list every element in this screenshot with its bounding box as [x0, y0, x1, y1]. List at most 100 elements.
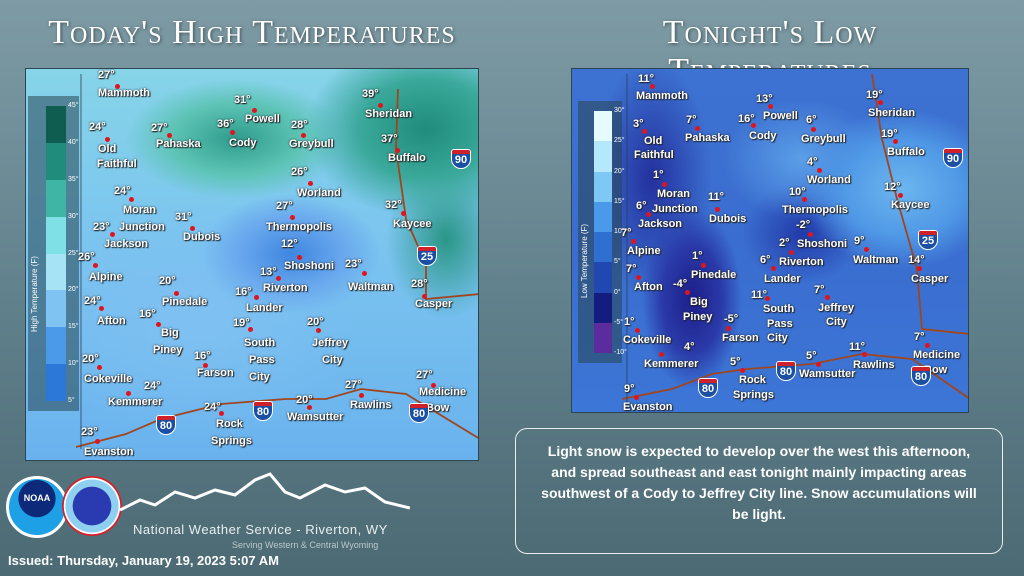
city-temperature: 27°: [276, 200, 293, 212]
city-temperature: 11°: [849, 341, 866, 353]
city-dot: [808, 232, 813, 237]
city-temperature: 31°: [175, 211, 192, 223]
city-name: City: [322, 354, 343, 366]
city-name: South: [244, 337, 276, 349]
city-dot: [395, 148, 400, 153]
legend-color-band: [594, 262, 612, 293]
city-dot: [230, 130, 235, 135]
city-temperature: 27°: [151, 122, 168, 134]
city-dot: [248, 327, 253, 332]
city-name: Pinedale: [691, 269, 737, 281]
city-dot: [642, 129, 647, 134]
city-temperature: 4°: [807, 156, 818, 168]
interstate-shield-icon: 80: [409, 403, 429, 423]
city-temperature: 13°: [260, 266, 277, 278]
city-temperature: 11°: [638, 73, 655, 85]
city-name: Jeffrey: [312, 337, 349, 349]
city-name: Piney: [153, 344, 183, 356]
city-name: Alpine: [89, 271, 123, 283]
city-temperature: 5°: [730, 356, 741, 368]
interstate-shield-icon: 80: [698, 378, 718, 398]
city-dot: [864, 247, 869, 252]
city-dot: [307, 405, 312, 410]
city-temperature: 7°: [621, 227, 632, 239]
city-name: Rawlins: [350, 399, 392, 411]
city-name: Sheridan: [868, 107, 916, 119]
city-name: Mammoth: [636, 90, 688, 102]
city-dot: [917, 266, 922, 271]
city-dot: [308, 181, 313, 186]
legend-tick-label: 25°: [68, 249, 79, 257]
legend-color-band: [594, 201, 612, 232]
temperature-legend: 30° 25° 20° 15° 10° 5° 0° -5° -10° Low Temperatur…: [578, 101, 627, 363]
city-name: Dubois: [709, 213, 747, 225]
city-temperature: 27°: [345, 379, 362, 391]
interstate-shield-icon: 80: [911, 366, 931, 386]
city-dot: [898, 193, 903, 198]
city-name: Jackson: [638, 218, 683, 230]
city-name: Shoshoni: [797, 238, 848, 250]
city-temperature: 13°: [756, 93, 773, 105]
legend-tick-label: 15°: [68, 323, 79, 331]
city-temperature: 19°: [233, 317, 250, 329]
city-temperature: 37°: [381, 133, 398, 145]
city-name: Pass: [767, 318, 793, 330]
city-name: Big: [690, 296, 708, 308]
city-dot: [203, 363, 208, 368]
city-name: Rawlins: [853, 359, 895, 371]
city-temperature: 16°: [139, 308, 156, 320]
legend-tick-label: 25°: [614, 137, 625, 145]
city-name: Junction: [119, 221, 165, 233]
city-temperature: 23°: [81, 426, 98, 438]
city-name: Worland: [297, 187, 341, 199]
issued-time: Issued: Thursday, January 19, 2023 5:07 …: [8, 553, 279, 568]
city-temperature: 12°: [281, 238, 298, 250]
city-dot: [635, 328, 640, 333]
city-temperature: 24°: [89, 121, 106, 133]
city-name: Riverton: [263, 282, 308, 294]
city-name: City: [249, 371, 270, 383]
legend-tick-label: 15°: [614, 197, 625, 205]
city-name: Springs: [211, 435, 252, 447]
interstate-shield-icon: 80: [253, 401, 273, 421]
city-temperature: -4°: [673, 278, 688, 290]
city-dot: [701, 263, 706, 268]
city-name: Jeffrey: [818, 302, 855, 314]
city-temperature: 26°: [291, 166, 308, 178]
city-dot: [878, 100, 883, 105]
legend-tick-label: 5°: [614, 258, 621, 266]
city-name: Pass: [249, 354, 275, 366]
city-dot: [93, 263, 98, 268]
city-dot: [431, 383, 436, 388]
mountains-graphic: [120, 472, 410, 512]
city-name: Afton: [97, 315, 126, 327]
legend-tick-label: 5°: [68, 397, 75, 404]
legend-color-band: [46, 253, 66, 291]
city-name: Afton: [634, 281, 663, 293]
city-temperature: 20°: [82, 353, 99, 365]
legend-color-band: [594, 322, 612, 353]
city-name: Rock: [739, 374, 766, 386]
city-name: Big: [161, 327, 179, 339]
city-name: Rock: [216, 418, 243, 430]
city-temperature: 20°: [296, 394, 313, 406]
noaa-logo: NOAA: [6, 476, 68, 538]
legend-tick-label: 10°: [68, 360, 79, 368]
legend-tick-label: 35°: [68, 175, 79, 183]
city-temperature: 20°: [159, 275, 176, 287]
city-temperature: 3°: [633, 118, 644, 130]
city-temperature: 4°: [684, 341, 695, 353]
city-dot: [925, 343, 930, 348]
city-name: Wamsutter: [287, 411, 344, 423]
city-name: Greybull: [801, 133, 846, 145]
city-temperature: -2°: [796, 219, 811, 231]
city-temperature: 28°: [291, 119, 308, 131]
city-name: Casper: [415, 298, 453, 310]
low-temperature-map: 30° 25° 20° 15° 10° 5° 0° -5° -10° Low Temperatur…: [571, 68, 969, 413]
forecast-message: Light snow is expected to develop over t…: [515, 428, 1003, 554]
city-dot: [378, 103, 383, 108]
city-name: Waltman: [348, 281, 394, 293]
city-temperature: 19°: [866, 89, 883, 101]
city-name: Piney: [683, 311, 713, 323]
city-temperature: 9°: [854, 235, 865, 247]
